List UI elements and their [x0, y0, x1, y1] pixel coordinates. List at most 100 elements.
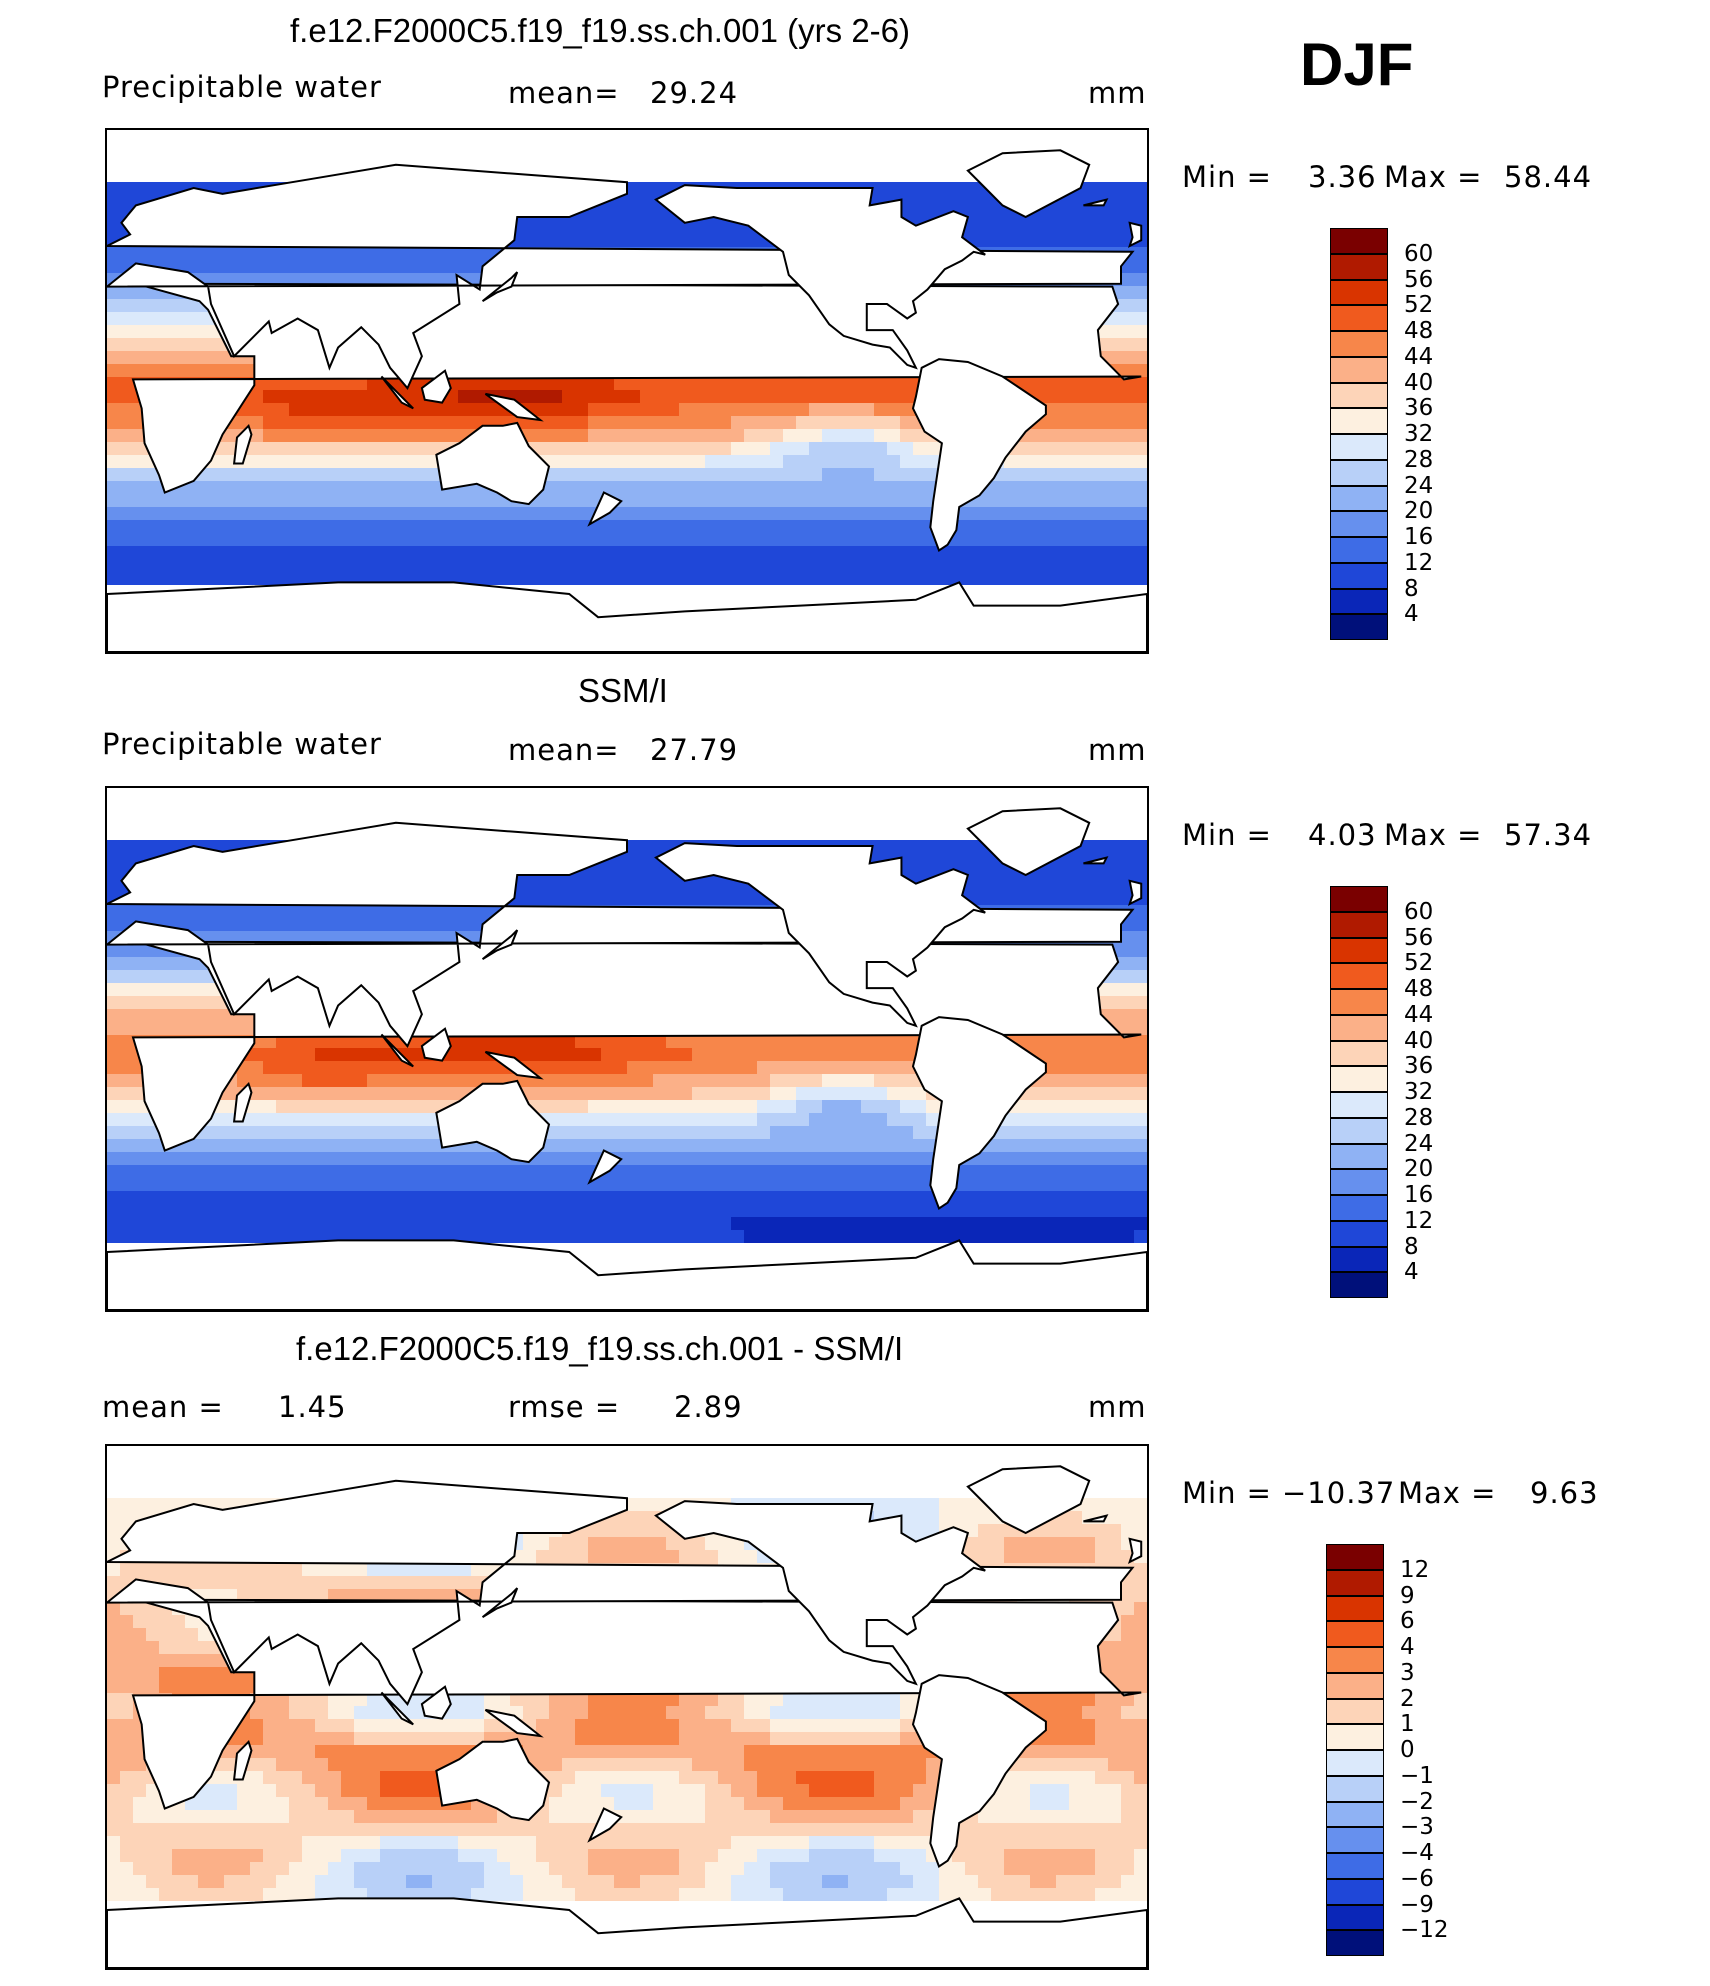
field-cell [1030, 481, 1043, 494]
field-cell [822, 1061, 835, 1074]
field-cell [653, 182, 666, 195]
field-cell [120, 572, 133, 585]
field-cell [1108, 533, 1121, 546]
field-cell [1056, 1126, 1069, 1139]
field-cell [731, 520, 744, 533]
field-cell [640, 377, 653, 390]
field-cell [393, 260, 406, 273]
field-cell [614, 559, 627, 572]
field-cell [120, 533, 133, 546]
field-cell [1069, 1087, 1082, 1100]
field-cell [172, 1165, 185, 1178]
field-cell [1004, 507, 1017, 520]
field-cell [328, 533, 341, 546]
field-cell [198, 1230, 211, 1243]
field-cell [913, 1152, 926, 1165]
field-cell [120, 957, 133, 970]
field-cell [757, 455, 770, 468]
field-cell [822, 1087, 835, 1100]
field-cell [263, 481, 276, 494]
field-cell [133, 338, 146, 351]
field-cell [120, 1074, 133, 1087]
field-cell [445, 931, 458, 944]
field-cell [575, 1126, 588, 1139]
field-cell [1134, 377, 1147, 390]
field-cell [1121, 468, 1134, 481]
field-cell [848, 390, 861, 403]
field-cell [601, 1113, 614, 1126]
field-cell [120, 1217, 133, 1230]
field-cell [874, 1048, 887, 1061]
field-cell [237, 1191, 250, 1204]
field-cell [692, 377, 705, 390]
field-cell [679, 416, 692, 429]
field-cell [601, 481, 614, 494]
field-cell [393, 403, 406, 416]
field-cell [783, 494, 796, 507]
field-cell [471, 403, 484, 416]
field-cell [653, 533, 666, 546]
field-cell [1017, 1113, 1030, 1126]
field-cell [887, 429, 900, 442]
field-cell [744, 1152, 757, 1165]
field-cell [601, 377, 614, 390]
field-cell [341, 481, 354, 494]
field-cell [419, 507, 432, 520]
field-cell [614, 455, 627, 468]
field-cell [1134, 468, 1147, 481]
field-cell [406, 1204, 419, 1217]
field-cell [406, 442, 419, 455]
field-cell [276, 442, 289, 455]
field-cell [991, 879, 1004, 892]
field-cell [1030, 1217, 1043, 1230]
field-cell [848, 1191, 861, 1204]
field-cell [107, 1048, 120, 1061]
field-cell [133, 533, 146, 546]
field-cell [341, 273, 354, 286]
field-cell [796, 1100, 809, 1113]
field-cell [289, 1165, 302, 1178]
field-cell [653, 1100, 666, 1113]
field-cell [380, 494, 393, 507]
field-cell [900, 1087, 913, 1100]
field-cell [354, 260, 367, 273]
field-cell [861, 572, 874, 585]
field-cell [796, 494, 809, 507]
field-cell [692, 1126, 705, 1139]
field-cell [1017, 468, 1030, 481]
field-cell [783, 390, 796, 403]
field-cell [757, 1035, 770, 1048]
field-cell [172, 905, 185, 918]
field-cell [1069, 1100, 1082, 1113]
field-cell [1056, 468, 1069, 481]
field-cell [445, 1087, 458, 1100]
field-cell [1121, 866, 1134, 879]
field-cell [809, 377, 822, 390]
field-cell [237, 364, 250, 377]
field-cell [744, 1061, 757, 1074]
field-cell [913, 494, 926, 507]
field-cell [1108, 1061, 1121, 1074]
field-cell [354, 1048, 367, 1061]
field-cell [796, 1152, 809, 1165]
field-cell [731, 1100, 744, 1113]
field-cell [445, 1178, 458, 1191]
field-cell [1121, 520, 1134, 533]
field-cell [367, 1048, 380, 1061]
field-cell [328, 468, 341, 481]
field-cell [211, 507, 224, 520]
field-cell [848, 1139, 861, 1152]
field-cell [185, 299, 198, 312]
field-cell [978, 507, 991, 520]
field-cell [1108, 546, 1121, 559]
field-cell [523, 546, 536, 559]
field-cell [718, 1217, 731, 1230]
field-cell [432, 1178, 445, 1191]
field-cell [848, 377, 861, 390]
field-cell [224, 1152, 237, 1165]
field-cell [822, 533, 835, 546]
field-cell [237, 1230, 250, 1243]
field-cell [1134, 1074, 1147, 1087]
field-cell [1121, 983, 1134, 996]
field-cell [1069, 377, 1082, 390]
